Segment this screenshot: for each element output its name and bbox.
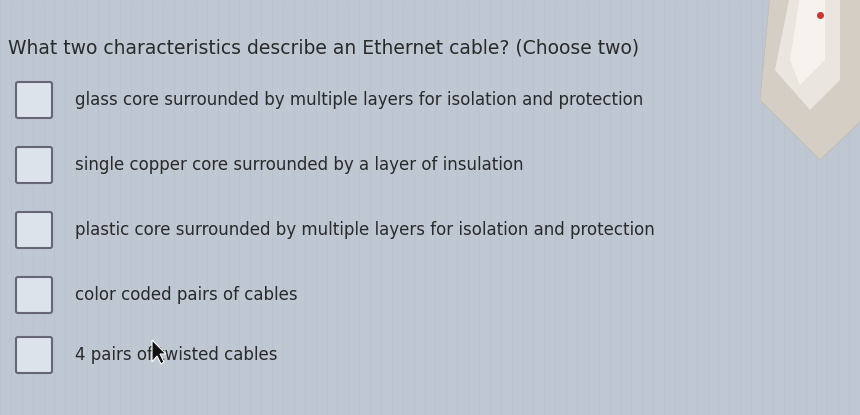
Text: glass core surrounded by multiple layers for isolation and protection: glass core surrounded by multiple layers…: [75, 91, 643, 109]
Text: single copper core surrounded by a layer of insulation: single copper core surrounded by a layer…: [75, 156, 524, 174]
FancyBboxPatch shape: [16, 147, 52, 183]
Text: plastic core surrounded by multiple layers for isolation and protection: plastic core surrounded by multiple laye…: [75, 221, 654, 239]
Polygon shape: [152, 340, 166, 364]
Text: What two characteristics describe an Ethernet cable? (Choose two): What two characteristics describe an Eth…: [8, 38, 639, 57]
FancyBboxPatch shape: [16, 277, 52, 313]
FancyBboxPatch shape: [16, 212, 52, 248]
Polygon shape: [775, 0, 840, 110]
Text: 4 pairs of twisted cables: 4 pairs of twisted cables: [75, 346, 278, 364]
Polygon shape: [790, 0, 825, 85]
FancyBboxPatch shape: [16, 337, 52, 373]
FancyBboxPatch shape: [16, 82, 52, 118]
Polygon shape: [760, 0, 860, 160]
Text: color coded pairs of cables: color coded pairs of cables: [75, 286, 298, 304]
